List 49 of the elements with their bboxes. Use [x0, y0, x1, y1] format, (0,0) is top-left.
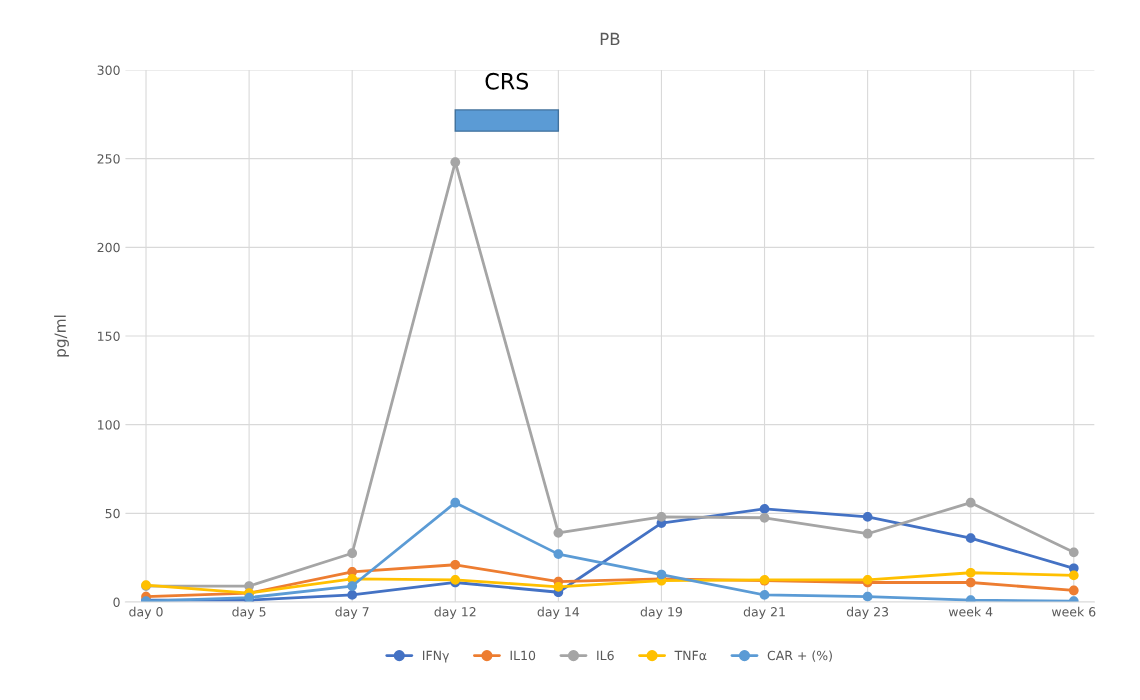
point: [656, 569, 667, 580]
point: [347, 590, 358, 600]
legend-label: IL6: [597, 650, 614, 661]
y-axis-title: pg/ml: [54, 315, 69, 357]
x-tick-label: week 6: [1051, 606, 1096, 617]
point: [450, 497, 461, 508]
point: [1068, 547, 1079, 558]
y-tick-label: 300: [97, 65, 120, 75]
point: [862, 528, 873, 539]
point: [759, 590, 770, 600]
point: [553, 527, 564, 538]
x-tick-label: day 0: [129, 606, 163, 619]
x-tick-label: day 21: [743, 606, 785, 619]
legend-label: IFNγ: [423, 650, 450, 663]
x-tick-label: day 14: [537, 606, 580, 619]
x-tick-label: day 12: [434, 606, 476, 619]
point: [347, 581, 358, 591]
point: [1068, 570, 1079, 581]
point: [450, 559, 461, 570]
point: [862, 591, 873, 602]
point: [965, 497, 976, 508]
y-tick-label: 0: [113, 597, 120, 607]
legend-label: TNFα: [674, 650, 707, 661]
chart-title: PB: [600, 32, 620, 45]
y-tick-label: 250: [97, 154, 120, 164]
point: [862, 512, 873, 522]
point: [553, 582, 564, 592]
y-tick-label: 150: [98, 331, 120, 341]
band-label: CRS: [485, 72, 529, 90]
point: [450, 157, 461, 168]
y-tick-label: 200: [97, 242, 120, 253]
y-tick-label: 100: [98, 420, 120, 430]
x-tick-label: day 19: [640, 606, 682, 619]
legend-label: CAR + (%): [767, 650, 832, 662]
y-tick-label: 50: [105, 508, 120, 519]
legend-label: IL10: [510, 650, 536, 661]
point: [347, 548, 358, 559]
x-tick-label: day 5: [232, 606, 266, 619]
point: [759, 512, 770, 523]
point: [965, 577, 976, 588]
x-tick-label: day 23: [846, 606, 889, 619]
point: [656, 512, 667, 522]
point: [759, 504, 770, 514]
point: [965, 533, 976, 544]
x-tick-label: day 7: [335, 606, 369, 619]
point: [965, 567, 976, 578]
point: [1068, 585, 1079, 596]
point: [553, 549, 564, 559]
x-tick-label: week 4: [948, 606, 993, 617]
